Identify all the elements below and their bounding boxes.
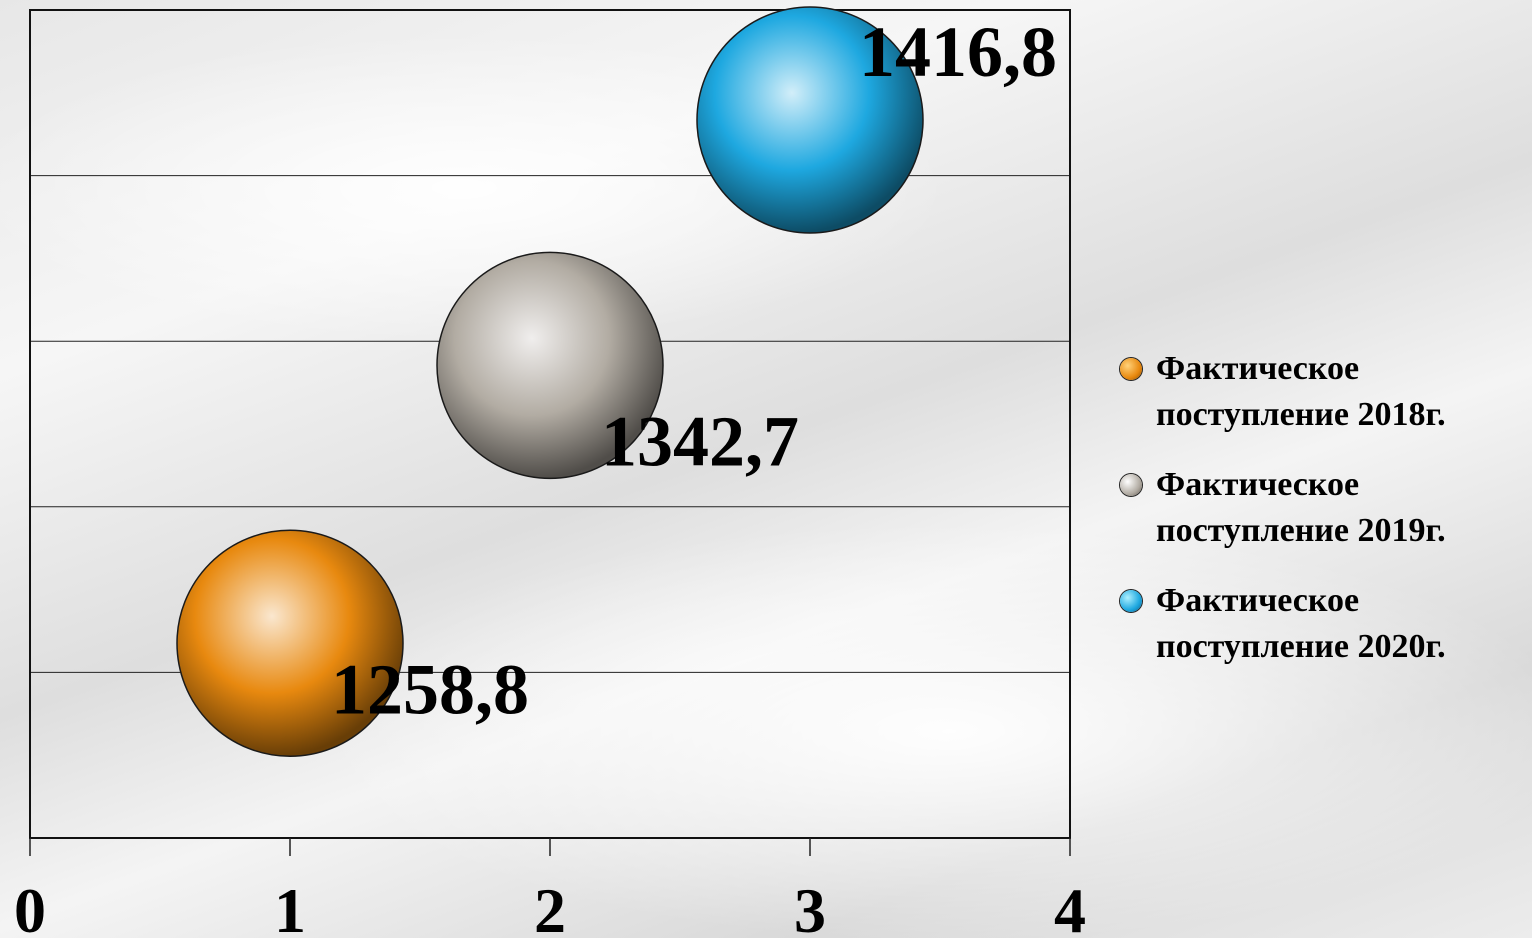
legend-label-2019: Фактическое поступление 2019г. (1156, 466, 1446, 549)
x-tick-label: 1 (274, 875, 306, 938)
data-labels: 1258,8 1342,7 1416,8 (331, 12, 1057, 729)
legend-label-2018: Фактическое поступление 2018г. (1156, 350, 1446, 433)
x-tick-label: 3 (794, 875, 826, 938)
legend-marker-2018 (1120, 358, 1142, 380)
x-tick-label: 0 (14, 875, 46, 938)
legend-item-2020: Фактическое поступление 2020г. (1120, 578, 1532, 670)
x-axis: 0 1 2 3 4 (14, 838, 1086, 938)
data-label-3: 1416,8 (859, 12, 1057, 92)
bubble-2 (436, 251, 664, 480)
legend: Фактическое поступление 2018г. Фактическ… (1120, 346, 1532, 694)
bubble-1 (176, 529, 404, 758)
legend-label-2020: Фактическое поступление 2020г. (1156, 582, 1446, 665)
legend-item-2018: Фактическое поступление 2018г. (1120, 346, 1532, 438)
data-label-1: 1258,8 (331, 649, 529, 729)
data-label-2: 1342,7 (601, 401, 799, 481)
legend-marker-2020 (1120, 590, 1142, 612)
x-tick-label: 2 (534, 875, 566, 938)
bubble-3 (696, 6, 924, 234)
bubbles (176, 6, 924, 758)
legend-item-2019: Фактическое поступление 2019г. (1120, 462, 1532, 554)
bubble-chart: 0 1 2 3 4 1258,8 1342,7 1416,8 (14, 6, 1086, 938)
x-tick-label: 4 (1054, 875, 1086, 938)
legend-marker-2019 (1120, 474, 1142, 496)
